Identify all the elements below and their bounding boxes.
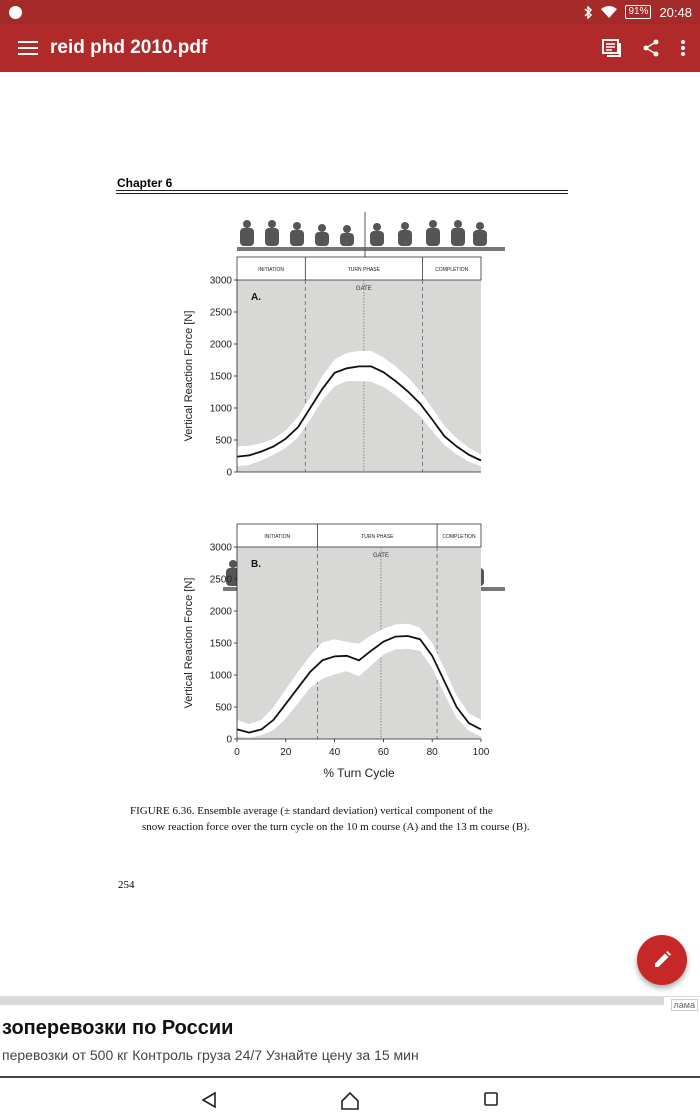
header-rule-2 [116, 193, 568, 194]
y-tick-label: 3000 [210, 276, 233, 287]
phase-label: TURN PHASE [361, 534, 394, 540]
panel-label: B. [251, 559, 261, 570]
y-tick-label: 2000 [210, 607, 233, 618]
app-notification-icon [9, 5, 22, 19]
back-icon[interactable] [200, 1091, 218, 1109]
page-number: 254 [118, 879, 135, 891]
share-icon[interactable] [642, 39, 660, 57]
figure-caption-lead: FIGURE 6.36. Ensemble average (± standar… [130, 805, 493, 817]
ad-text[interactable]: перевозки от 500 кг Контроль груза 24/7 … [2, 1047, 419, 1063]
phase-label: COMPLETION [435, 267, 468, 273]
edit-fab-button[interactable] [637, 935, 687, 985]
chapter-heading: Chapter 6 [117, 176, 173, 190]
phase-header [236, 523, 482, 548]
phase-label: INITIATION [264, 534, 290, 540]
edit-pencil-icon [655, 951, 671, 967]
more-vert-icon[interactable] [680, 39, 686, 57]
x-tick-label: 40 [329, 747, 341, 758]
header-rule [116, 190, 568, 191]
x-tick-label: 100 [473, 747, 490, 758]
phase-label: INITIATION [258, 267, 284, 273]
y-tick-label: 500 [215, 436, 232, 447]
phase-header [236, 256, 482, 281]
skier-silhouettes-a [237, 212, 505, 257]
y-axis-label: Vertical Reaction Force [N] [183, 578, 195, 709]
x-axis-label: % Turn Cycle [323, 766, 395, 780]
battery-icon: 91% [625, 5, 652, 19]
std-deviation-band [237, 623, 481, 738]
mean-force-line [236, 365, 482, 462]
home-icon[interactable] [340, 1091, 360, 1111]
y-tick-label: 1000 [210, 671, 233, 682]
x-tick-label: 20 [280, 747, 292, 758]
x-tick-label: 60 [378, 747, 390, 758]
app-bar: reid phd 2010.pdf [0, 24, 700, 72]
phase-label: COMPLETION [443, 534, 476, 540]
figure-6-36: INITIATION TURN PHASE COMPLETION GATE A. 0 500… [183, 212, 505, 780]
y-tick-label: 0 [226, 735, 232, 746]
y-tick-label: 3000 [210, 543, 233, 554]
y-tick-label: 2000 [210, 340, 233, 351]
std-deviation-band [237, 351, 481, 467]
y-axis-label: Vertical Reaction Force [N] [183, 311, 195, 442]
chart-panel-a: INITIATION TURN PHASE COMPLETION GATE A. 0 500… [183, 256, 482, 479]
y-tick-label: 1000 [210, 404, 233, 415]
document-title: reid phd 2010.pdf [50, 37, 208, 58]
menu-icon[interactable] [18, 37, 38, 59]
navigation-bar [0, 1082, 700, 1120]
figure-caption-rest: snow reaction force over the turn cycle … [142, 821, 530, 833]
ad-bottom-rule [0, 1076, 700, 1078]
bluetooth-icon [584, 5, 593, 19]
figure-caption: FIGURE 6.36. Ensemble average (± standar… [130, 803, 560, 835]
ad-banner[interactable]: лама зоперевозки по России перевозки от … [0, 996, 700, 1083]
status-bar: 91% 20:48 [0, 0, 700, 24]
pdf-page[interactable]: Chapter 6 INITIATION TURN PHASE COMPLETION… [0, 72, 700, 996]
y-tick-label: 0 [226, 468, 232, 479]
wifi-icon [601, 6, 618, 18]
y-tick-label: 500 [215, 703, 232, 714]
mean-force-line [236, 635, 482, 734]
y-tick-label: 2500 [210, 575, 233, 586]
ad-badge[interactable]: лама [670, 999, 698, 1011]
ad-headline[interactable]: зоперевозки по России [2, 1017, 234, 1039]
clock: 20:48 [659, 4, 692, 20]
y-tick-label: 1500 [210, 372, 233, 383]
ad-top-strip [0, 997, 664, 1005]
gate-label: GATE [373, 553, 389, 559]
gate-label: GATE [356, 286, 372, 292]
reader-mode-icon[interactable] [602, 39, 622, 57]
chart-panel-b: INITIATION TURN PHASE COMPLETION GATE B. 0 500… [183, 523, 490, 780]
phase-label: TURN PHASE [348, 267, 381, 273]
y-tick-label: 2500 [210, 308, 233, 319]
y-tick-label: 1500 [210, 639, 233, 650]
x-tick-label: 0 [234, 747, 240, 758]
x-tick-label: 80 [427, 747, 439, 758]
panel-label: A. [251, 292, 261, 303]
recents-icon[interactable] [483, 1091, 499, 1107]
